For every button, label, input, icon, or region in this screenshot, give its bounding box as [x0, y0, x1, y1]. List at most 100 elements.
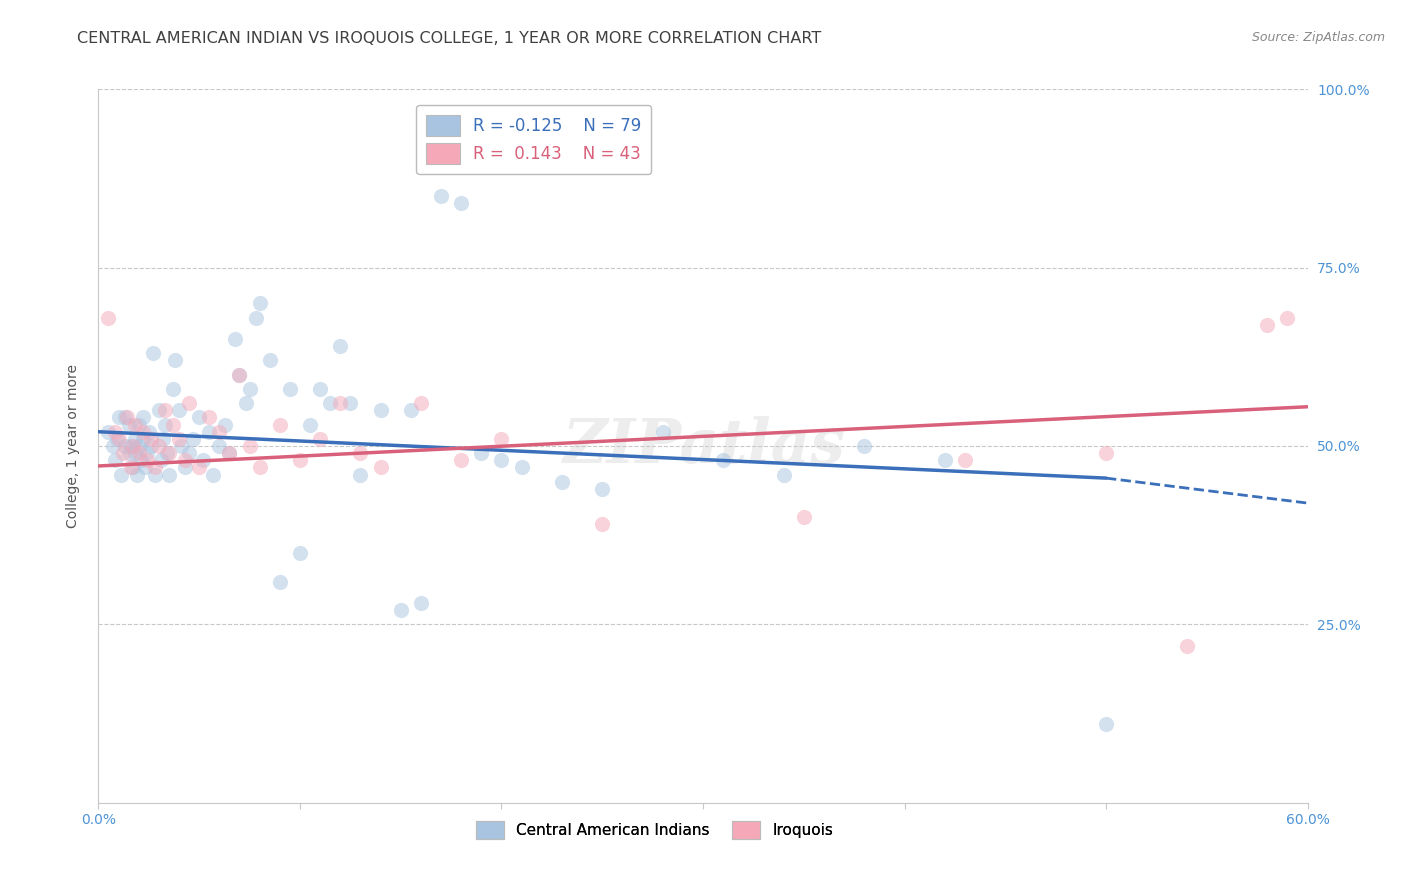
Point — [148, 439, 170, 453]
Point — [450, 196, 472, 211]
Point — [259, 353, 281, 368]
Point — [591, 517, 613, 532]
Point — [174, 453, 197, 467]
Point — [101, 439, 124, 453]
Point — [309, 432, 332, 446]
Point — [132, 425, 155, 439]
Point — [132, 410, 155, 425]
Point — [349, 467, 371, 482]
Point — [179, 446, 201, 460]
Point — [1095, 446, 1118, 460]
Point — [1256, 318, 1278, 332]
Point — [772, 467, 794, 482]
Text: ZIPatlas: ZIPatlas — [561, 416, 845, 476]
Point — [651, 425, 673, 439]
Point — [228, 368, 250, 382]
Point — [128, 439, 150, 453]
Point — [409, 596, 432, 610]
Point — [97, 425, 120, 439]
Text: CENTRAL AMERICAN INDIAN VS IROQUOIS COLLEGE, 1 YEAR OR MORE CORRELATION CHART: CENTRAL AMERICAN INDIAN VS IROQUOIS COLL… — [77, 31, 821, 46]
Point — [121, 460, 143, 475]
Point — [153, 417, 176, 432]
Point — [399, 403, 422, 417]
Point — [124, 432, 146, 446]
Point — [793, 510, 815, 524]
Point — [491, 453, 513, 467]
Point — [269, 417, 291, 432]
Point — [228, 368, 250, 382]
Point — [349, 446, 371, 460]
Text: Source: ZipAtlas.com: Source: ZipAtlas.com — [1251, 31, 1385, 45]
Point — [249, 460, 271, 475]
Point — [188, 460, 211, 475]
Point — [162, 417, 184, 432]
Point — [202, 467, 225, 482]
Point — [288, 546, 311, 560]
Point — [953, 453, 976, 467]
Point — [143, 460, 166, 475]
Point — [118, 417, 141, 432]
Point — [269, 574, 291, 589]
Point — [118, 446, 141, 460]
Point — [105, 432, 128, 446]
Point — [329, 396, 352, 410]
Point — [181, 432, 204, 446]
Point — [198, 410, 221, 425]
Point — [129, 453, 152, 467]
Point — [591, 482, 613, 496]
Point — [188, 410, 211, 425]
Point — [103, 453, 125, 467]
Point — [1175, 639, 1198, 653]
Point — [218, 446, 240, 460]
Point — [134, 460, 156, 475]
Point — [163, 353, 186, 368]
Point — [135, 446, 157, 460]
Point — [179, 396, 201, 410]
Point — [299, 417, 322, 432]
Point — [107, 432, 129, 446]
Point — [120, 439, 142, 453]
Point — [239, 439, 262, 453]
Point — [103, 425, 125, 439]
Point — [170, 439, 193, 453]
Point — [198, 425, 221, 439]
Point — [138, 425, 160, 439]
Point — [329, 339, 352, 353]
Point — [370, 460, 392, 475]
Point — [167, 403, 190, 417]
Point — [491, 432, 513, 446]
Point — [218, 446, 240, 460]
Point — [409, 396, 432, 410]
Point — [115, 410, 138, 425]
Point — [110, 467, 132, 482]
Point — [157, 446, 180, 460]
Point — [135, 453, 157, 467]
Point — [224, 332, 246, 346]
Point — [157, 467, 180, 482]
Point — [470, 446, 492, 460]
Point — [934, 453, 956, 467]
Point — [152, 432, 174, 446]
Point — [430, 189, 453, 203]
Point — [551, 475, 574, 489]
Point — [235, 396, 257, 410]
Point — [148, 403, 170, 417]
Point — [239, 382, 262, 396]
Point — [711, 453, 734, 467]
Point — [143, 467, 166, 482]
Point — [124, 417, 146, 432]
Point — [278, 382, 301, 396]
Point — [853, 439, 876, 453]
Point — [249, 296, 271, 310]
Point — [149, 453, 172, 467]
Point — [124, 446, 146, 460]
Point — [167, 432, 190, 446]
Y-axis label: College, 1 year or more: College, 1 year or more — [66, 364, 80, 528]
Point — [1095, 717, 1118, 731]
Point — [319, 396, 342, 410]
Point — [114, 410, 136, 425]
Point — [114, 439, 136, 453]
Point — [288, 453, 311, 467]
Point — [142, 346, 165, 360]
Point — [139, 439, 162, 453]
